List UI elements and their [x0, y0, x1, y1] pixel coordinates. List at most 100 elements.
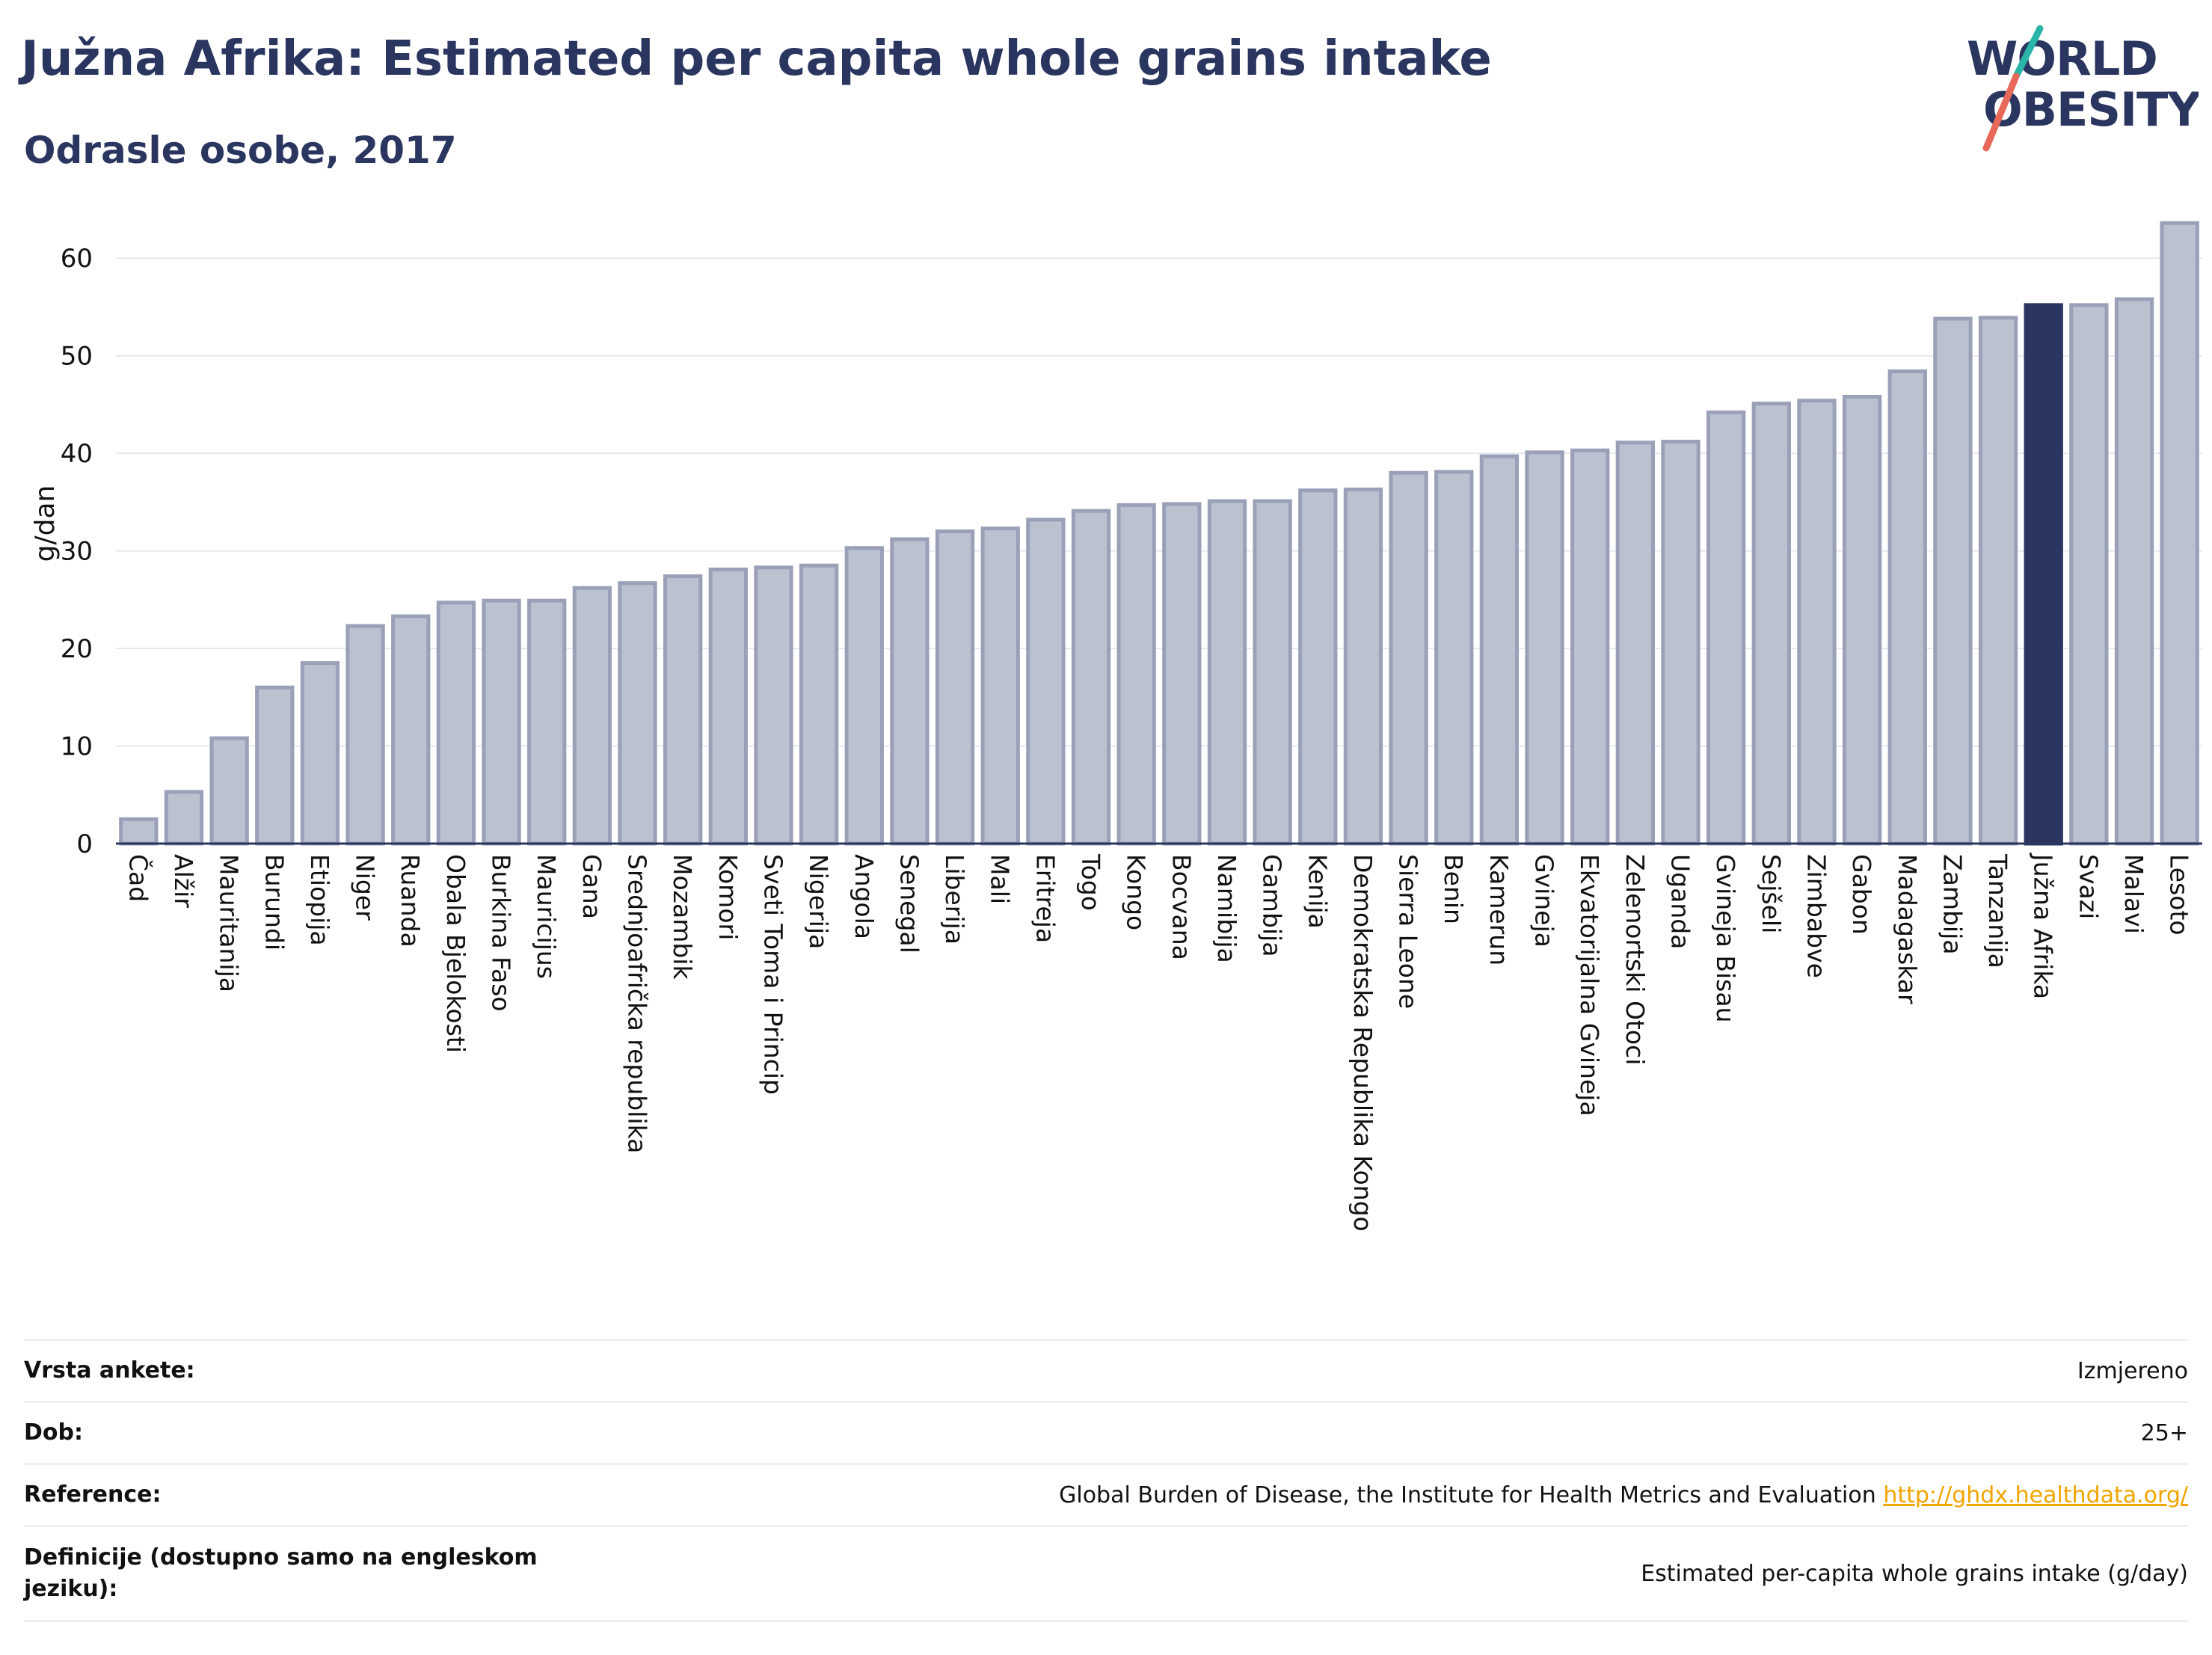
bar — [1479, 454, 1520, 846]
x-tick-label: Malavi — [2119, 854, 2148, 934]
info-row: Dob: 25+ — [24, 1401, 2188, 1464]
bar — [708, 567, 748, 846]
info-table: Vrsta ankete: Izmjereno Dob: 25+ Reference: G… — [24, 1339, 2188, 1622]
bar — [935, 529, 975, 846]
bar — [1389, 470, 1428, 846]
bar — [1706, 410, 1746, 846]
bar — [1887, 369, 1927, 846]
x-tick-label: Kongo — [1122, 854, 1151, 930]
info-key: Dob: — [24, 1419, 83, 1446]
bar — [1525, 450, 1564, 846]
logo-slash-teal — [2012, 25, 2044, 80]
x-tick-label: Južna Afrika — [2029, 853, 2058, 999]
bar — [1751, 402, 1791, 846]
info-value-text: 25+ — [2140, 1419, 2188, 1446]
bar — [164, 790, 204, 846]
bar — [618, 581, 657, 846]
bar — [482, 598, 521, 846]
x-tick-label: Tanzanija — [1983, 853, 2012, 968]
bars — [119, 221, 2199, 846]
bar — [1661, 439, 1701, 846]
x-tick-label: Mauricijus — [532, 854, 561, 979]
bar — [1343, 487, 1383, 846]
x-tick-label: Gabon — [1847, 854, 1876, 935]
bar — [1298, 488, 1338, 846]
bar — [255, 685, 295, 846]
x-tick-label: Benin — [1439, 854, 1468, 924]
bar — [980, 526, 1020, 846]
info-key: Definicije (dostupno samo na engleskom j… — [24, 1544, 538, 1602]
bar — [300, 661, 340, 846]
bar — [1933, 316, 1973, 846]
x-tick-label: Srednjoafrička republika — [623, 854, 652, 1153]
x-tick-label: Čad — [123, 854, 153, 902]
x-tick-label: Kenija — [1303, 854, 1332, 929]
bar — [663, 574, 703, 846]
bar — [1797, 399, 1837, 846]
bar — [1071, 509, 1111, 846]
bar — [1842, 394, 1882, 846]
bar — [1207, 499, 1247, 846]
bar — [572, 586, 612, 846]
y-tick-label: 40 — [61, 439, 93, 469]
bar — [209, 736, 249, 846]
bar — [1570, 448, 1610, 846]
x-tick-label: Svazi — [2074, 854, 2103, 919]
info-value: Estimated per-capita whole grains intake… — [562, 1526, 2188, 1621]
bar — [345, 624, 385, 846]
x-tick-label: Mozambik — [668, 854, 697, 980]
x-tick-label: Angola — [850, 854, 879, 939]
info-row: Definicije (dostupno samo na engleskom j… — [24, 1526, 2188, 1621]
x-tick-label: Demokratska Republika Kongo — [1348, 854, 1377, 1232]
bar — [844, 546, 884, 846]
bar-chart: 0 10 20 30 40 50 60 Čad Alžir Mauritanija Burundi… — [30, 221, 2202, 1232]
x-tick-label: Niger — [351, 854, 380, 921]
x-tick-label: Gambija — [1258, 854, 1287, 957]
info-value: Global Burden of Disease, the Institute … — [562, 1464, 2188, 1526]
reference-link[interactable]: http://ghdx.healthdata.org/ — [1883, 1481, 2188, 1508]
chart-title: Južna Afrika: Estimated per capita whole… — [21, 31, 1492, 87]
bar — [890, 537, 930, 846]
info-key: Reference: — [24, 1481, 162, 1508]
world-obesity-logo: WORLD OBESITY — [1967, 25, 2199, 152]
x-tick-label: Ruanda — [396, 854, 425, 948]
info-value-text: Global Burden of Disease, the Institute … — [1059, 1481, 1876, 1508]
x-tick-label: Kamerun — [1484, 854, 1514, 965]
x-tick-label: Eritreja — [1030, 854, 1060, 943]
x-tick-label: Burundi — [259, 854, 289, 951]
x-tick-label: Gvineja Bisau — [1711, 854, 1740, 1023]
x-tick-label: Lesoto — [2165, 854, 2194, 936]
x-tick-label: Sejšeli — [1757, 854, 1786, 933]
x-tick-label: Zelenortski Otoci — [1620, 854, 1650, 1065]
bar — [1026, 518, 1066, 846]
y-tick-label: 50 — [61, 342, 93, 372]
y-tick-label: 60 — [61, 244, 93, 274]
info-key: Vrsta ankete: — [24, 1357, 195, 1384]
info-row: Vrsta ankete: Izmjereno — [24, 1339, 2188, 1402]
bar — [2069, 303, 2109, 846]
x-tick-label: Sierra Leone — [1394, 854, 1423, 1009]
x-tick-label: Uganda — [1666, 854, 1695, 949]
y-axis-title: g/dan — [30, 485, 61, 562]
y-tick-label: 20 — [61, 634, 93, 664]
logo-line1: WORLD — [1967, 31, 2157, 86]
x-tick-label: Ekvatorijalna Gvineja — [1575, 854, 1604, 1117]
x-tick-label: Liberija — [940, 854, 969, 945]
bar — [1615, 440, 1656, 846]
bar — [1116, 503, 1156, 846]
bar — [119, 817, 159, 846]
x-tick-label: Sveti Toma i Princip — [758, 854, 787, 1095]
x-tick-label: Komori — [713, 854, 743, 940]
x-tick-label: Togo — [1076, 853, 1105, 911]
x-tick-label: Namibija — [1212, 854, 1241, 963]
x-tick-label: Bocvana — [1167, 854, 1196, 960]
x-tick-label: Madagaskar — [1893, 854, 1922, 1004]
bar — [799, 563, 839, 846]
bar — [527, 598, 567, 846]
x-tick-label: Senegal — [894, 854, 924, 954]
x-axis-labels: Čad Alžir Mauritanija Burundi Etiopija Niger R… — [123, 853, 2193, 1232]
bar — [436, 601, 476, 846]
x-tick-label: Mauritanija — [215, 854, 244, 992]
x-tick-label: Etiopija — [305, 854, 334, 946]
bar — [1253, 499, 1292, 846]
